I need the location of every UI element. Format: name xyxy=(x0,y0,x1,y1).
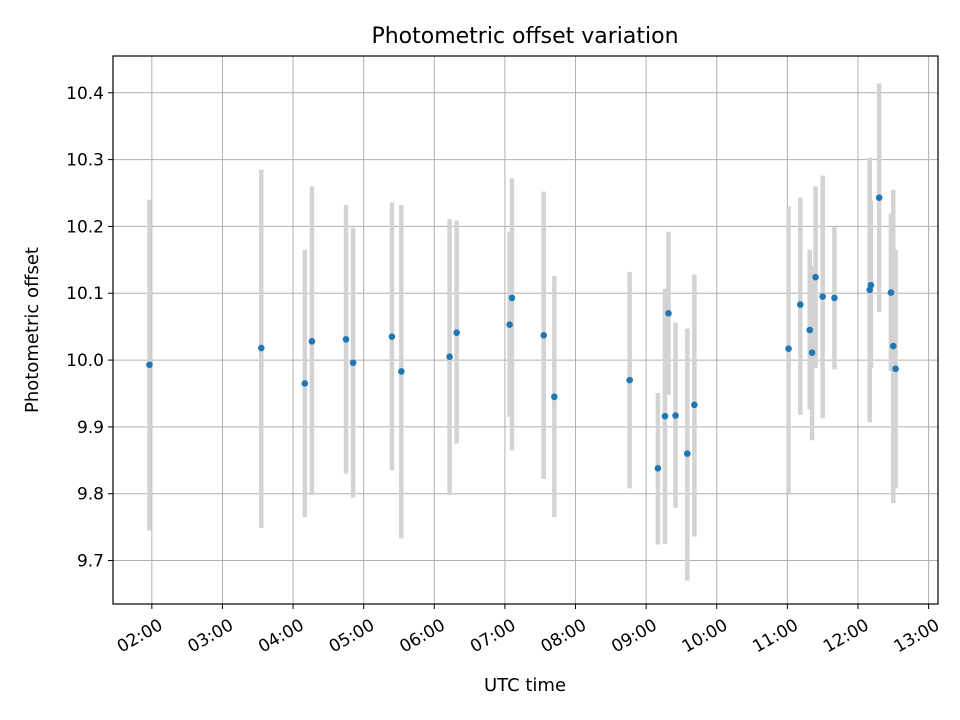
error-bars xyxy=(147,83,898,581)
data-points xyxy=(146,194,899,472)
data-point xyxy=(785,345,792,353)
data-point xyxy=(831,294,838,302)
data-point xyxy=(684,450,691,457)
y-tick-label: 10.3 xyxy=(66,151,104,171)
plot-frame xyxy=(112,55,939,605)
x-tick-label: 04:00 xyxy=(255,615,307,657)
data-point xyxy=(665,309,672,317)
y-axis-ticks: 9.7 9.8 9.9 10.0 10.1 10.2 10.3 10.4 xyxy=(66,84,113,572)
data-point xyxy=(446,353,453,361)
data-point xyxy=(301,380,309,387)
y-tick-label: 9.8 xyxy=(77,485,104,505)
x-tick-label: 11:00 xyxy=(749,615,801,657)
data-point xyxy=(388,333,396,340)
data-point xyxy=(806,326,814,334)
x-axis-ticks: 02:00 03:00 04:00 05:00 06:00 07:00 08:00 09:00… xyxy=(114,604,943,657)
data-point xyxy=(349,359,357,367)
x-tick-label: 05:00 xyxy=(326,615,378,657)
data-point xyxy=(867,281,875,289)
data-point xyxy=(889,342,897,350)
data-point xyxy=(342,336,350,343)
x-tick-label: 06:00 xyxy=(396,615,448,657)
data-point xyxy=(661,412,669,420)
grid xyxy=(113,56,938,604)
data-point xyxy=(257,344,265,352)
data-point xyxy=(875,194,883,201)
x-tick-label: 07:00 xyxy=(467,615,519,657)
data-point xyxy=(506,321,513,328)
data-point xyxy=(797,301,804,308)
data-point xyxy=(626,376,633,384)
y-tick-label: 9.7 xyxy=(77,552,104,572)
y-tick-label: 10.2 xyxy=(66,217,104,237)
data-point xyxy=(808,349,816,357)
x-tick-label: 10:00 xyxy=(679,615,731,657)
data-point xyxy=(398,368,405,375)
data-point xyxy=(146,361,153,369)
x-tick-label: 03:00 xyxy=(185,615,237,657)
data-point xyxy=(691,401,698,409)
y-tick-label: 10.4 xyxy=(66,84,104,104)
y-tick-label: 9.9 xyxy=(77,418,104,438)
x-tick-label: 02:00 xyxy=(114,615,166,657)
data-point xyxy=(672,412,679,419)
data-point xyxy=(551,393,558,401)
data-point xyxy=(887,289,895,296)
data-point xyxy=(892,365,899,373)
data-point xyxy=(819,293,826,300)
data-point xyxy=(812,273,819,281)
x-tick-label: 12:00 xyxy=(820,615,872,657)
x-axis-label: UTC time xyxy=(484,675,566,696)
y-tick-label: 10.0 xyxy=(66,351,104,371)
x-tick-label: 13:00 xyxy=(891,615,943,657)
data-point xyxy=(453,329,460,336)
data-point xyxy=(308,338,316,345)
data-point xyxy=(508,294,516,302)
y-tick-label: 10.1 xyxy=(66,284,104,304)
x-tick-label: 09:00 xyxy=(608,615,660,657)
data-point xyxy=(654,465,662,472)
x-tick-label: 08:00 xyxy=(538,615,590,657)
data-point xyxy=(540,332,548,339)
y-axis-label: Photometric offset xyxy=(22,247,43,413)
chart-title: Photometric offset variation xyxy=(371,24,678,49)
